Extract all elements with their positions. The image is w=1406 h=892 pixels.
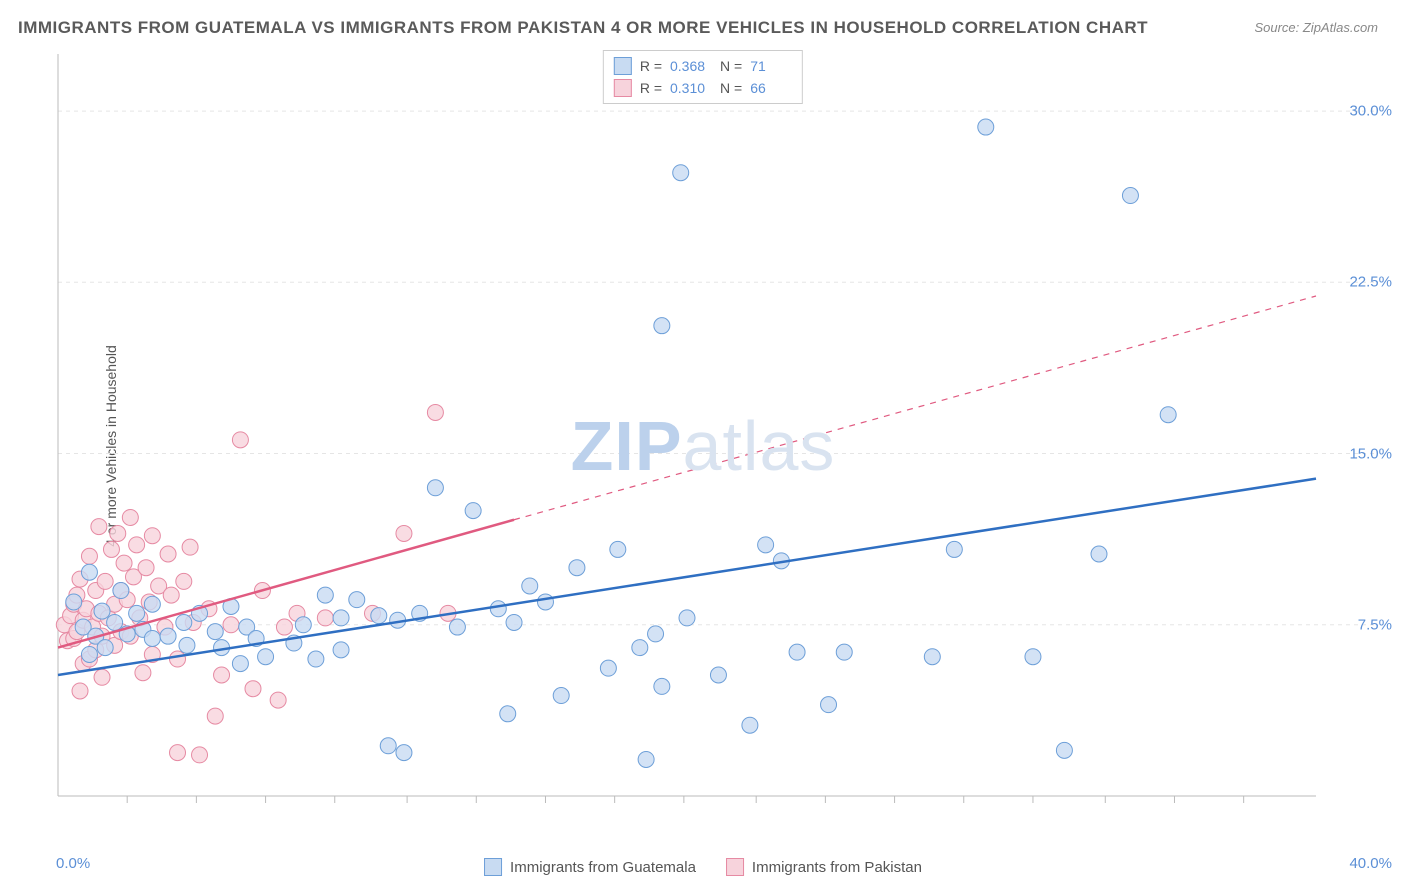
- y-tick-label: 30.0%: [1349, 103, 1392, 120]
- y-tick-label: 7.5%: [1358, 616, 1392, 633]
- correlation-chart-container: IMMIGRANTS FROM GUATEMALA VS IMMIGRANTS …: [0, 0, 1406, 892]
- x-tick-label: 0.0%: [56, 855, 90, 872]
- legend-series: Immigrants from Guatemala Immigrants fro…: [484, 858, 922, 876]
- legend-stats-row-blue: R = 0.368 N = 71: [614, 55, 792, 77]
- legend-swatch-blue-icon: [484, 858, 502, 876]
- legend-n-value-blue: 71: [750, 58, 792, 74]
- legend-r-value-blue: 0.368: [670, 58, 712, 74]
- y-tick-label: 15.0%: [1349, 445, 1392, 462]
- legend-r-label: R =: [640, 58, 662, 74]
- legend-stats-row-pink: R = 0.310 N = 66: [614, 77, 792, 99]
- legend-n-label: N =: [720, 80, 742, 96]
- legend-series-blue: Immigrants from Guatemala: [484, 858, 696, 876]
- legend-n-label: N =: [720, 58, 742, 74]
- legend-swatch-blue: [614, 57, 632, 75]
- y-tick-label: 22.5%: [1349, 274, 1392, 291]
- legend-swatch-pink: [614, 79, 632, 97]
- chart-svg: [50, 48, 1386, 838]
- legend-series-pink: Immigrants from Pakistan: [726, 858, 922, 876]
- source-attribution: Source: ZipAtlas.com: [1254, 20, 1378, 35]
- plot-area: [50, 48, 1386, 838]
- legend-label-blue: Immigrants from Guatemala: [510, 859, 696, 876]
- legend-swatch-pink-icon: [726, 858, 744, 876]
- legend-r-value-pink: 0.310: [670, 80, 712, 96]
- legend-n-value-pink: 66: [750, 80, 792, 96]
- legend-stats: R = 0.368 N = 71 R = 0.310 N = 66: [603, 50, 803, 104]
- chart-title: IMMIGRANTS FROM GUATEMALA VS IMMIGRANTS …: [18, 18, 1148, 38]
- x-tick-label: 40.0%: [1349, 855, 1392, 872]
- legend-r-label: R =: [640, 80, 662, 96]
- legend-label-pink: Immigrants from Pakistan: [752, 859, 922, 876]
